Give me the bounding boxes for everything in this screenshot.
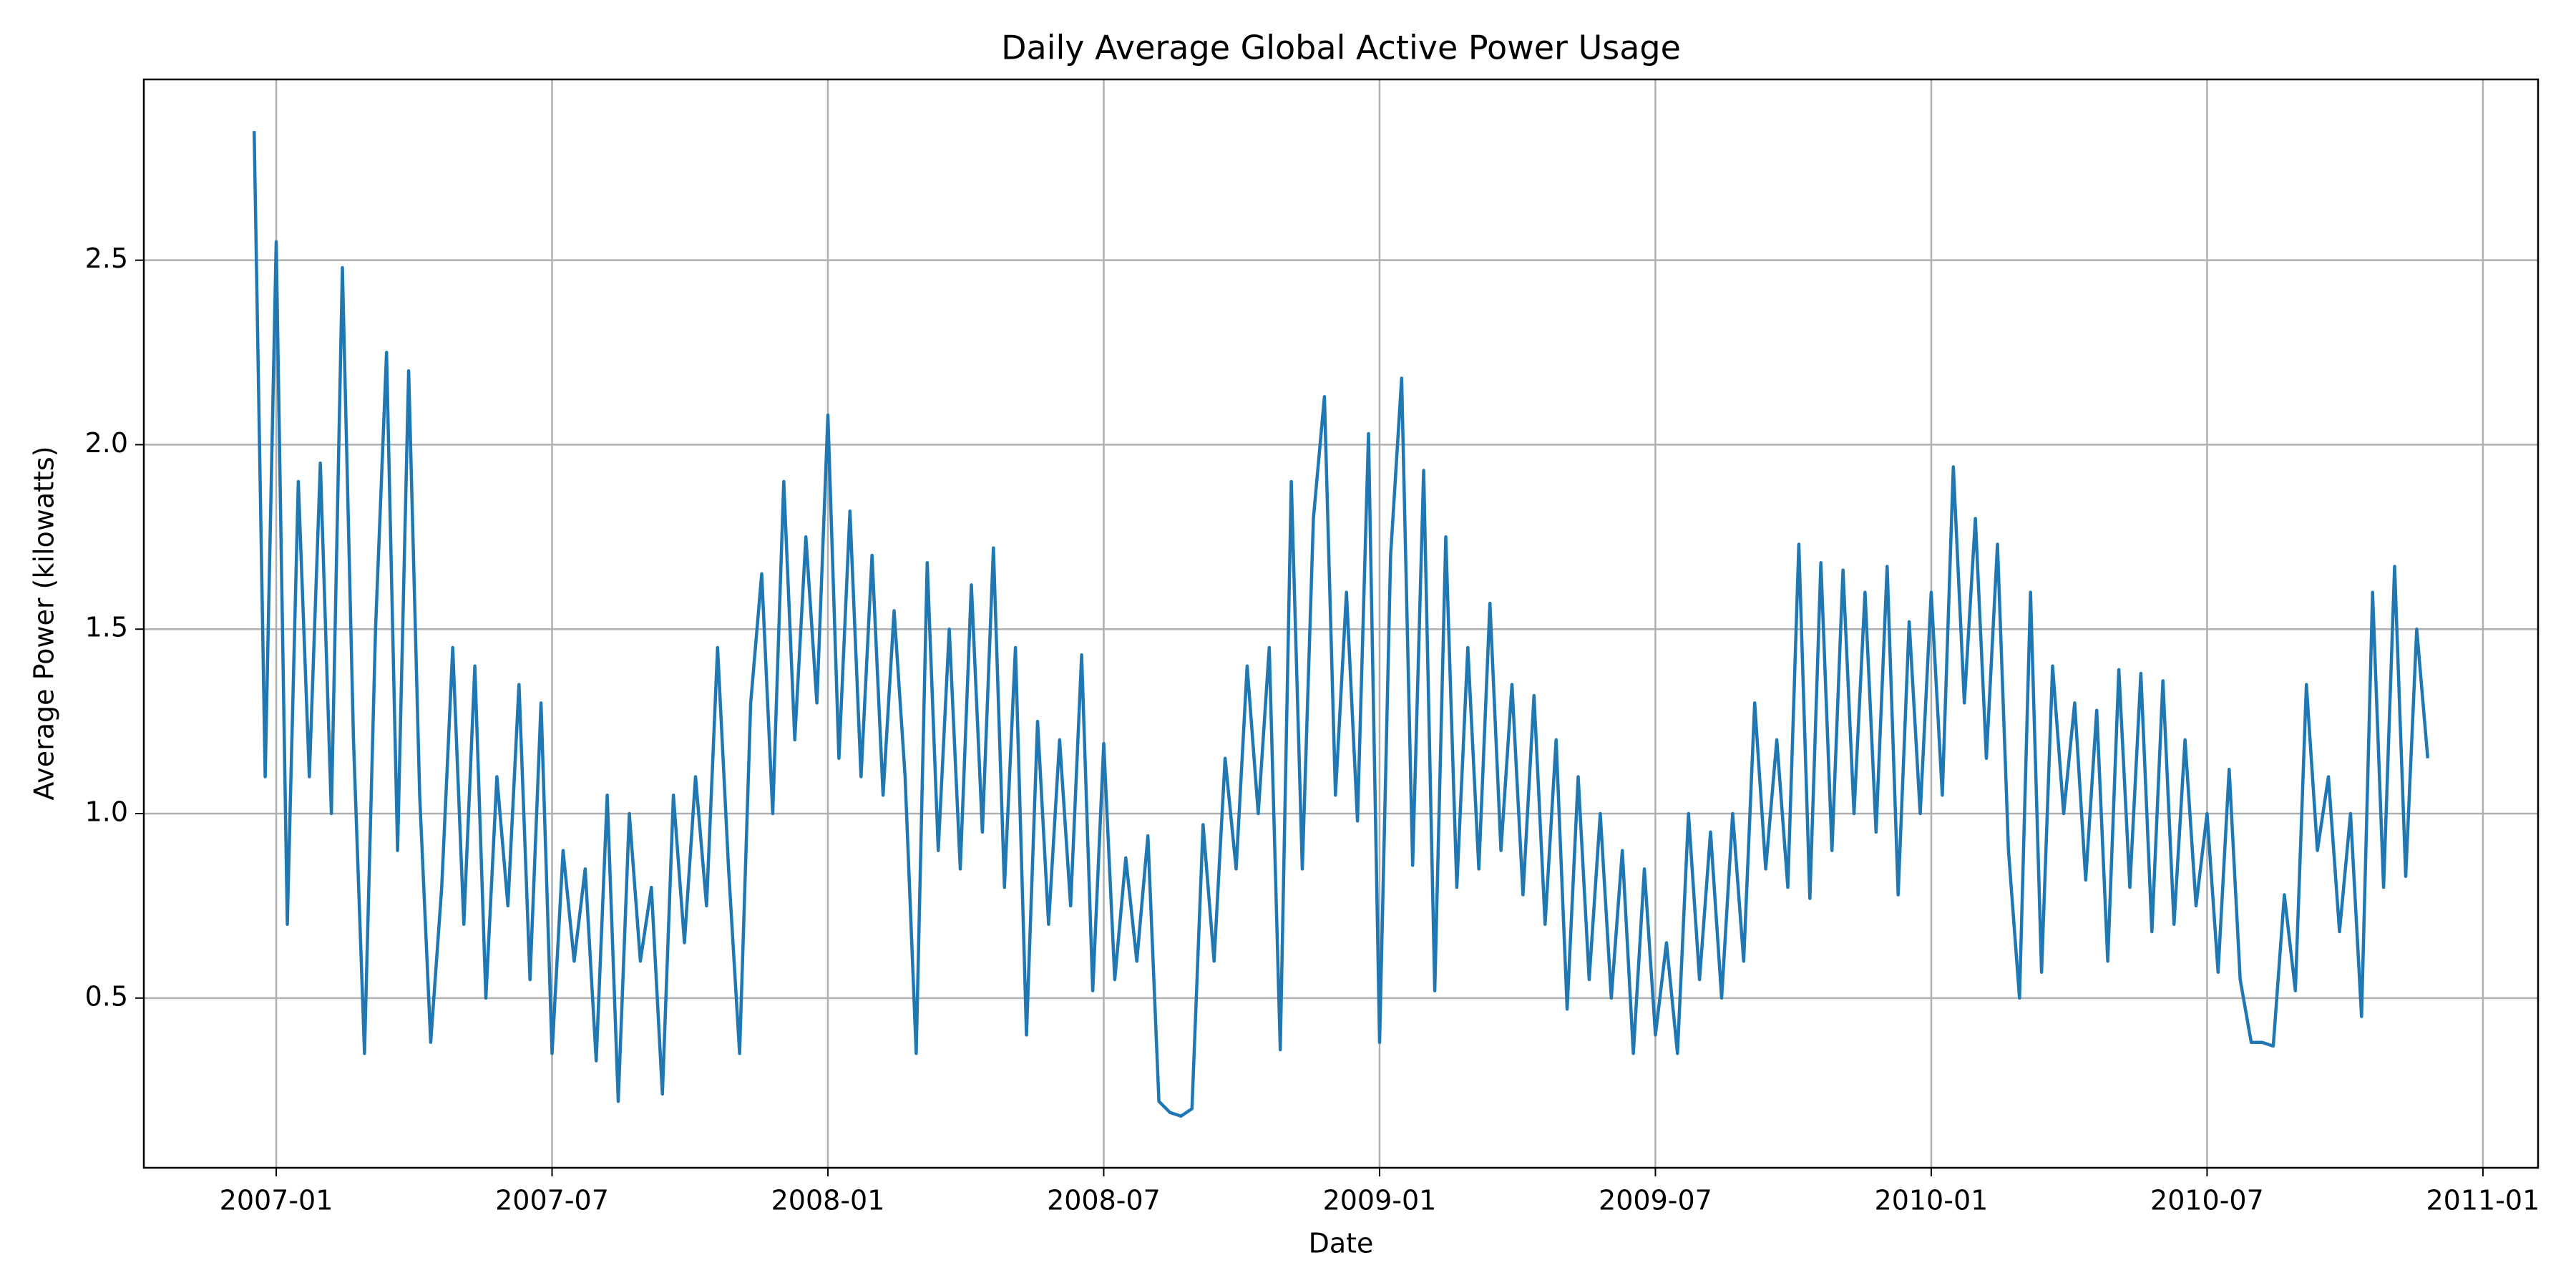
y-tick-label: 2.5 bbox=[85, 243, 128, 274]
y-tick-label: 1.5 bbox=[85, 612, 128, 643]
x-tick-label: 2007-01 bbox=[220, 1185, 333, 1216]
x-tick-label: 2010-01 bbox=[1875, 1185, 1989, 1216]
data-line bbox=[252, 131, 2430, 1118]
y-tick-label: 2.0 bbox=[85, 427, 128, 459]
x-tick-label: 2011-01 bbox=[2426, 1185, 2540, 1216]
x-axis-label: Date bbox=[1309, 1228, 1374, 1259]
x-tick-label: 2010-07 bbox=[2150, 1185, 2264, 1216]
x-tick-label: 2008-07 bbox=[1047, 1185, 1161, 1216]
x-tick-label: 2007-07 bbox=[495, 1185, 609, 1216]
y-axis-label: Average Power (kilowatts) bbox=[29, 446, 60, 800]
y-tick-label: 0.5 bbox=[85, 980, 128, 1012]
plot-frame bbox=[142, 78, 2540, 1169]
x-tick-label: 2009-07 bbox=[1599, 1185, 1712, 1216]
x-tick-label: 2009-01 bbox=[1323, 1185, 1437, 1216]
y-tick-label: 1.0 bbox=[85, 796, 128, 828]
chart-title: Daily Average Global Active Power Usage bbox=[1001, 29, 1681, 67]
x-tick-label: 2008-01 bbox=[771, 1185, 885, 1216]
